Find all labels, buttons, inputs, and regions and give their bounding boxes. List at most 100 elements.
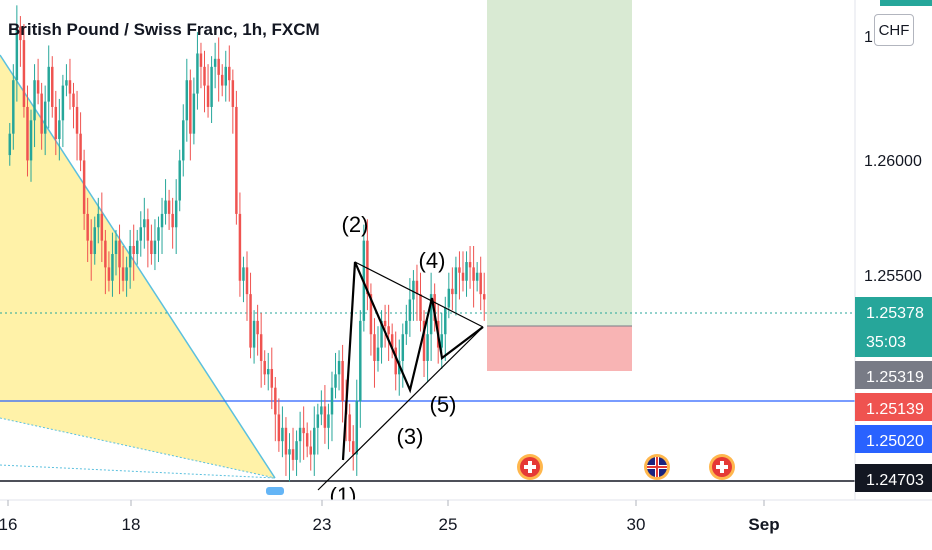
wave-label: (5) [430,392,457,417]
candle-body [54,106,58,140]
ch-flag-event-icon[interactable] [517,454,543,480]
candle-body [146,219,150,241]
candle-body [284,427,288,455]
price-label-countdown: 35:03 [866,334,906,351]
candle-body [394,347,397,375]
pattern-line-lower-2 [0,464,276,479]
candle-body [65,80,68,86]
price-label-value: 1.24703 [866,472,924,489]
candle-body [182,120,185,161]
candle-body [58,120,61,140]
candle-body [383,320,387,327]
candle-body [199,53,203,67]
candle-body [405,320,408,335]
candle-body [33,80,36,121]
candle-body [22,40,26,107]
target-zone [487,0,632,326]
candle-body [482,294,486,300]
candle-body [468,262,472,268]
candle-body [351,441,355,455]
candle-body [422,320,426,361]
price-label-value: 1.25319 [866,369,924,386]
price-label-value: 1.25139 [866,401,924,418]
candle-body [426,334,429,361]
candle-body [334,374,337,388]
candle-body [100,213,104,241]
candle-body [160,213,164,228]
y-tick-label: 1.25500 [864,268,922,285]
candle-body [135,240,139,255]
candle-body [267,368,270,375]
candle-body [327,414,330,428]
indicator-tab[interactable] [880,0,932,6]
price-label-box [855,464,932,492]
candle-body [217,58,220,75]
candle-body [164,200,167,214]
candle-body [412,280,415,300]
candle-body [408,299,412,321]
flag-cross-v [528,461,532,473]
x-tick-label: Sep [748,515,779,534]
wave-label: (3) [397,424,424,449]
x-tick-label: 30 [627,515,646,534]
candle-body [157,227,160,241]
candle-body [196,53,199,94]
scroll-handle[interactable] [266,487,284,495]
candle-body [454,267,458,295]
candle-body [366,240,369,295]
candle-body [19,26,22,41]
candle-body [242,267,245,281]
candle-body [213,58,217,67]
x-tick-label: 18 [122,515,141,534]
ch-flag-event-icon[interactable] [709,454,735,480]
currency-button[interactable]: CHF [874,14,914,46]
candle-body [51,66,54,107]
candle-body [72,93,75,107]
x-tick-label: 16 [0,515,17,534]
candle-body [330,387,334,415]
candle-body [341,360,344,402]
candle-body [43,101,47,134]
time-axis-bg [0,500,932,550]
candle-body [111,254,114,281]
candle-body [97,213,100,228]
candle-body [93,227,96,255]
price-label-value: 1.25020 [866,433,924,450]
candle-body [249,294,252,348]
price-label-value: 1.25378 [866,305,924,322]
candle-body [429,294,433,335]
candle-body [167,200,171,214]
candle-body [228,66,231,81]
candle-body [277,414,281,442]
candle-body [458,267,461,273]
candle-body [47,66,50,102]
wave-label: (4) [419,248,446,273]
candle-body [68,80,72,94]
candle-body [61,85,65,121]
candle-body [86,213,89,241]
candle-body [143,219,146,228]
flag-cross-v-red [656,457,658,477]
gb-flag-event-icon[interactable] [644,454,670,480]
candle-body [461,272,465,281]
candle-body [235,106,238,214]
candle-body [451,288,454,295]
candle-body [82,160,86,214]
triangle-resistance-line [354,261,484,328]
candle-body [415,280,419,295]
candle-body [295,441,298,460]
candle-body [274,387,277,415]
candle-body [139,227,143,241]
candle-body [114,240,118,255]
candle-body [29,120,33,161]
candle-body [313,427,316,455]
candle-body [387,326,390,335]
candle-body [259,334,263,361]
candle-body [26,106,29,161]
triangle-support-line [317,326,484,491]
candle-body [316,414,320,428]
candle-body [288,449,291,455]
candle-body [224,66,227,86]
candle-body [220,74,224,86]
